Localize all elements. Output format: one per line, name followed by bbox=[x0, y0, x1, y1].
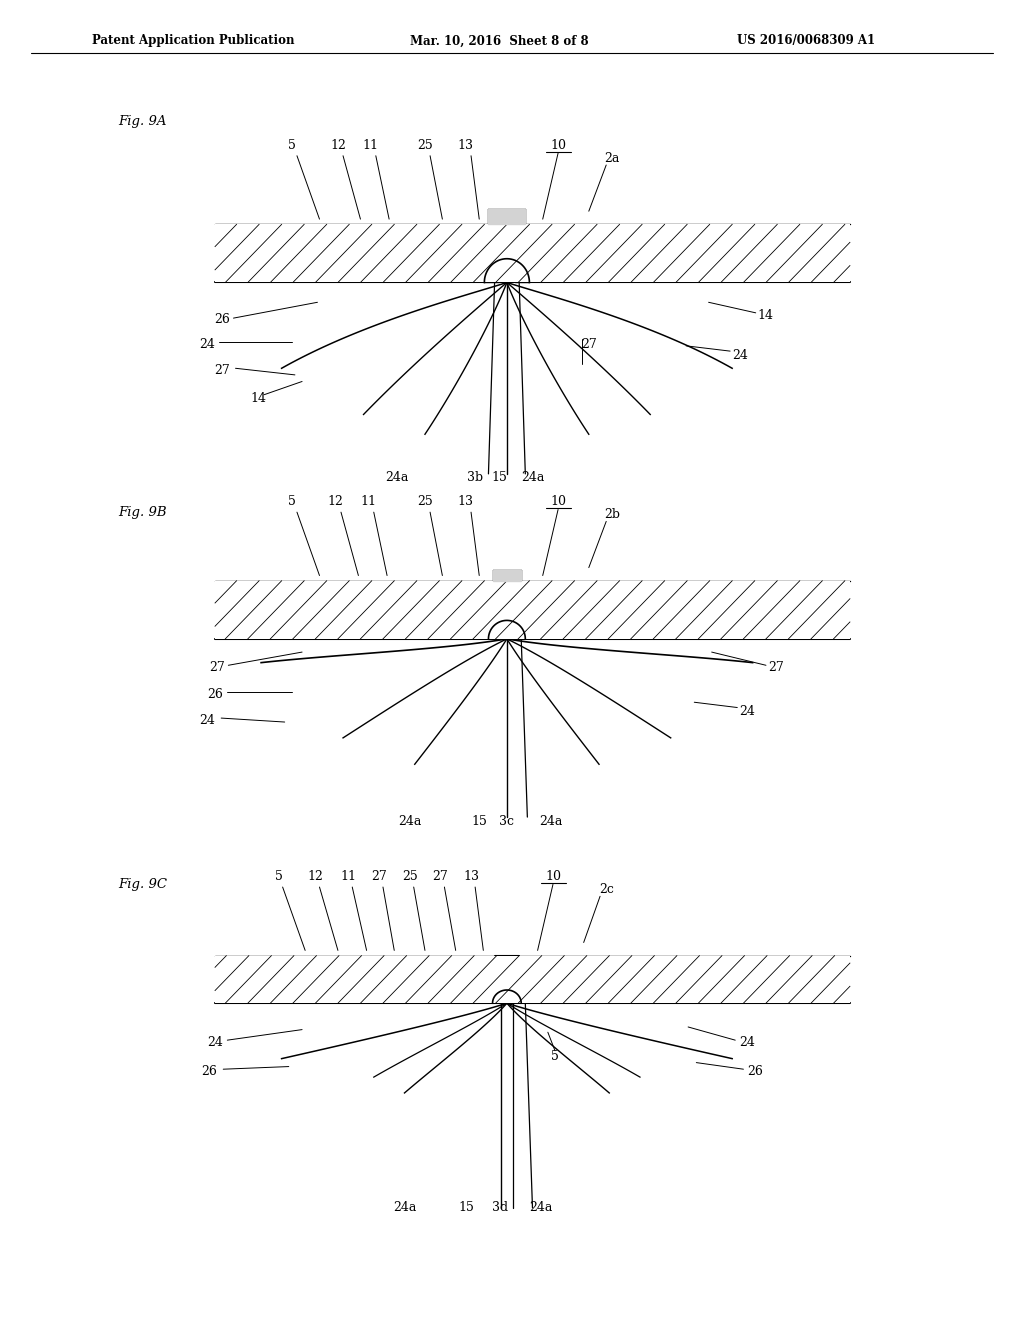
Text: Fig. 9B: Fig. 9B bbox=[118, 506, 166, 519]
Text: 13: 13 bbox=[458, 139, 474, 152]
Text: 12: 12 bbox=[330, 139, 346, 152]
Text: 24a: 24a bbox=[529, 1201, 552, 1214]
Polygon shape bbox=[493, 570, 521, 581]
Text: 11: 11 bbox=[362, 139, 379, 152]
Text: 24: 24 bbox=[207, 1036, 223, 1049]
Text: Patent Application Publication: Patent Application Publication bbox=[92, 34, 295, 48]
Bar bbox=[215, 956, 850, 1003]
Text: 27: 27 bbox=[210, 661, 225, 675]
Text: 25: 25 bbox=[401, 870, 418, 883]
Text: 24: 24 bbox=[199, 714, 215, 727]
Text: 27: 27 bbox=[215, 364, 230, 378]
Text: 11: 11 bbox=[340, 870, 356, 883]
Text: 15: 15 bbox=[492, 471, 508, 484]
Text: 24: 24 bbox=[739, 705, 756, 718]
Text: 24: 24 bbox=[199, 338, 215, 351]
Text: 25: 25 bbox=[417, 495, 433, 508]
Text: 5: 5 bbox=[551, 1049, 559, 1063]
Text: Fig. 9A: Fig. 9A bbox=[118, 115, 166, 128]
Text: 24a: 24a bbox=[398, 814, 421, 828]
Text: 24a: 24a bbox=[540, 814, 562, 828]
Text: 15: 15 bbox=[471, 814, 487, 828]
Text: 5: 5 bbox=[274, 870, 283, 883]
Text: Fig. 9C: Fig. 9C bbox=[118, 878, 167, 891]
Text: 24a: 24a bbox=[393, 1201, 416, 1214]
Bar bbox=[215, 581, 850, 639]
Text: 5: 5 bbox=[288, 495, 296, 508]
Text: 2a: 2a bbox=[604, 152, 621, 165]
Text: 24: 24 bbox=[739, 1036, 756, 1049]
Text: 10: 10 bbox=[550, 495, 566, 508]
Text: 13: 13 bbox=[463, 870, 479, 883]
Text: 12: 12 bbox=[307, 870, 324, 883]
Text: 3d: 3d bbox=[492, 1201, 508, 1214]
Text: 25: 25 bbox=[417, 139, 433, 152]
Text: 15: 15 bbox=[458, 1201, 474, 1214]
Text: 13: 13 bbox=[458, 495, 474, 508]
Text: 5: 5 bbox=[288, 139, 296, 152]
Text: 2b: 2b bbox=[604, 508, 621, 521]
Polygon shape bbox=[488, 209, 525, 224]
Text: 3b: 3b bbox=[467, 471, 483, 484]
Text: 2c: 2c bbox=[599, 883, 613, 896]
Text: 10: 10 bbox=[550, 139, 566, 152]
Text: 12: 12 bbox=[328, 495, 344, 508]
Text: 10: 10 bbox=[545, 870, 561, 883]
Bar bbox=[215, 224, 850, 282]
Text: 26: 26 bbox=[207, 688, 223, 701]
Text: US 2016/0068309 A1: US 2016/0068309 A1 bbox=[737, 34, 876, 48]
Text: 26: 26 bbox=[748, 1065, 764, 1078]
Text: 24a: 24a bbox=[521, 471, 544, 484]
Text: 3c: 3c bbox=[500, 814, 514, 828]
Text: 24a: 24a bbox=[386, 471, 409, 484]
Text: 27: 27 bbox=[371, 870, 387, 883]
Text: 27: 27 bbox=[768, 661, 783, 675]
Text: 24: 24 bbox=[732, 348, 749, 362]
Text: 11: 11 bbox=[360, 495, 377, 508]
Text: 26: 26 bbox=[214, 313, 230, 326]
Text: 14: 14 bbox=[251, 392, 267, 405]
Text: 26: 26 bbox=[201, 1065, 217, 1078]
Text: 27: 27 bbox=[582, 338, 597, 351]
Text: 14: 14 bbox=[758, 309, 774, 322]
Text: Mar. 10, 2016  Sheet 8 of 8: Mar. 10, 2016 Sheet 8 of 8 bbox=[410, 34, 588, 48]
Text: 27: 27 bbox=[432, 870, 449, 883]
